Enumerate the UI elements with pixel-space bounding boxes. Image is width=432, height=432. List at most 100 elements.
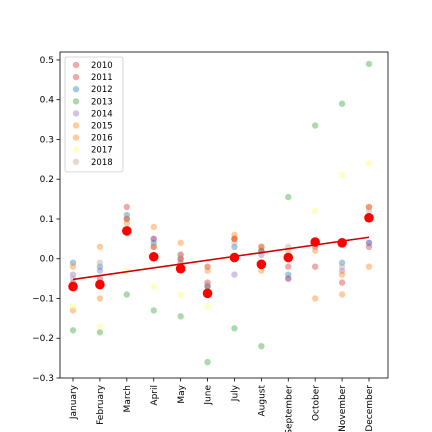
point-2012-february [96, 263, 104, 270]
point-2012-april [150, 239, 157, 247]
point-2010-may [177, 251, 184, 258]
point-2014-november [338, 267, 346, 274]
x-tick-label: September [284, 385, 294, 432]
point-2010-september [285, 275, 292, 282]
point-2017-may [177, 291, 184, 298]
point-2011-august [258, 243, 265, 251]
point-2016-february [96, 295, 104, 302]
point-2017-april [150, 283, 157, 290]
point-2011-december [365, 243, 373, 251]
point-2015-march [123, 219, 131, 227]
legend-label-2010: 2010 [91, 61, 113, 71]
point-2013-september [285, 193, 292, 201]
y-tick-label: 0.2 [40, 175, 54, 185]
point-2011-october [311, 263, 319, 270]
monthly-means [68, 212, 374, 299]
point-2014-february [96, 267, 104, 274]
point-2010-april [150, 235, 157, 243]
x-tick-label: March [123, 385, 133, 412]
legend-marker-2012 [72, 86, 80, 93]
point-2013-march [123, 291, 131, 298]
y-tick-label: −0.2 [32, 334, 54, 344]
legend-label-2012: 2012 [91, 85, 113, 95]
point-2018-june [204, 281, 211, 288]
point-2018-november [338, 263, 346, 270]
x-tick-label: January [69, 384, 79, 420]
point-2017-june [204, 303, 211, 310]
point-2012-january [69, 259, 77, 266]
point-2014-september [285, 275, 292, 282]
point-2016-november [338, 271, 346, 278]
mean-point-may [175, 263, 186, 274]
point-2015-july [231, 231, 238, 239]
x-tick-label: November [338, 385, 348, 432]
trendline-group [72, 236, 370, 281]
point-2010-march [123, 203, 131, 211]
y-tick-label: −0.1 [32, 294, 54, 304]
point-2014-june [204, 263, 211, 270]
mean-point-july [229, 252, 240, 263]
mean-point-december [364, 212, 374, 223]
point-2016-may [177, 255, 184, 262]
point-2013-november [338, 100, 346, 107]
point-2018-may [177, 251, 184, 258]
point-2014-may [177, 255, 184, 262]
legend-label-2011: 2011 [91, 73, 113, 83]
mean-point-august [256, 259, 267, 270]
legend-marker-2010 [72, 61, 80, 69]
legend-marker-2014 [72, 110, 80, 117]
point-2013-august [258, 342, 265, 350]
point-2013-december [365, 60, 373, 68]
point-2010-december [365, 203, 373, 211]
y-tick-label: 0.0 [40, 255, 55, 265]
x-tick-label: October [311, 385, 321, 421]
point-2017-november [338, 172, 346, 179]
point-2016-july [231, 235, 238, 243]
mean-point-november [337, 238, 347, 248]
point-2018-december [365, 207, 373, 215]
point-2018-february [96, 259, 104, 266]
y-tick-label: 0.5 [40, 56, 54, 66]
legend-box [64, 56, 124, 173]
point-2011-november [338, 279, 346, 286]
point-2015-december [365, 203, 373, 211]
x-tick-label: June [204, 385, 214, 406]
point-2014-july [231, 271, 238, 278]
y-tick-label: 0.3 [40, 135, 54, 145]
point-2016-june [204, 263, 211, 270]
legend-label-2016: 2016 [91, 134, 113, 144]
point-2016-april [150, 243, 157, 251]
point-2017-december [365, 160, 373, 167]
x-tick-label: February [96, 384, 106, 425]
point-2012-september [285, 271, 292, 278]
point-2015-may [177, 239, 184, 247]
point-2014-march [123, 215, 131, 223]
legend: 2010 2011 2012 2013 2014 2015 2016 2017 2018 [64, 56, 124, 173]
legend-marker-2018 [72, 158, 80, 165]
x-tick-label: July [231, 384, 241, 402]
y-axis: −0.3 −0.2 −0.1 0.0 0.1 0.2 0.3 0.4 0.5 [32, 56, 60, 384]
point-2018-march [123, 215, 131, 223]
legend-label-2018: 2018 [91, 158, 113, 168]
point-2011-june [204, 279, 211, 286]
point-2010-june [204, 283, 211, 290]
point-2011-april [150, 243, 157, 251]
point-2010-july [231, 235, 238, 243]
point-2015-april [150, 223, 157, 231]
point-2016-august [258, 267, 265, 274]
legend-marker-2013 [72, 98, 80, 105]
point-2013-may [177, 313, 184, 320]
point-2018-april [150, 243, 157, 251]
x-tick-label: May [177, 384, 187, 403]
trendline [72, 236, 370, 281]
point-2016-january [69, 307, 77, 314]
point-2013-october [311, 122, 319, 129]
point-2018-july [231, 239, 238, 247]
point-2015-october [311, 295, 319, 302]
point-2015-november [338, 291, 346, 298]
legend-label-2017: 2017 [91, 146, 113, 156]
point-2015-august [258, 243, 265, 251]
point-2015-january [69, 263, 77, 270]
point-2012-july [231, 243, 238, 251]
